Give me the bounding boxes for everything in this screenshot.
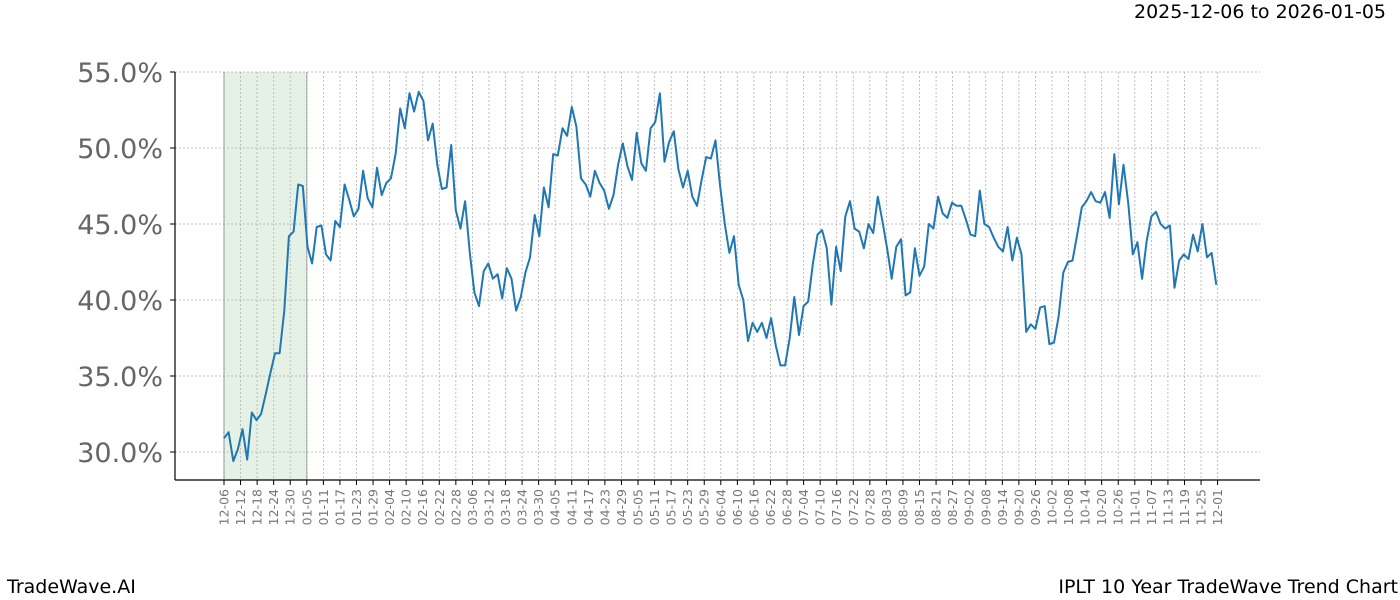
x-tick-label: 03-12 <box>481 489 496 525</box>
brand-label: TradeWave.AI <box>7 576 136 598</box>
x-tick-label: 10-08 <box>1061 489 1076 525</box>
y-tick-label: 55.0% <box>77 58 163 89</box>
trend-line <box>223 90 1218 463</box>
x-tick-label: 06-10 <box>730 489 745 525</box>
x-tick-label: 10-14 <box>1078 489 1093 525</box>
x-tick-label: 08-15 <box>912 489 927 525</box>
x-tick-label: 05-05 <box>631 489 646 525</box>
x-tick-label: 11-07 <box>1144 489 1159 525</box>
x-tick-label: 03-30 <box>531 489 546 525</box>
x-tick-label: 03-18 <box>498 489 513 525</box>
x-tick-label: 12-12 <box>233 489 248 525</box>
x-tick-label: 08-03 <box>879 489 894 525</box>
x-tick-label: 08-09 <box>895 489 910 525</box>
x-tick-label: 06-16 <box>746 489 761 525</box>
x-tick-label: 11-25 <box>1194 489 1209 525</box>
x-tick-label: 09-26 <box>1028 489 1043 525</box>
x-tick-label: 09-02 <box>962 489 977 525</box>
x-tick-label: 09-08 <box>978 489 993 525</box>
x-tick-label: 07-22 <box>846 489 861 525</box>
x-tick-label: 07-28 <box>862 489 877 525</box>
highlight-region <box>224 72 307 480</box>
x-tick-label: 02-22 <box>432 489 447 525</box>
x-tick-label: 05-17 <box>664 489 679 525</box>
x-tick-label: 02-04 <box>382 489 397 525</box>
x-tick-label: 11-13 <box>1160 489 1175 525</box>
x-tick-label: 01-29 <box>366 489 381 525</box>
x-tick-label: 01-17 <box>332 489 347 525</box>
x-tick-label: 08-21 <box>929 489 944 525</box>
x-tick-label: 03-24 <box>515 489 530 525</box>
x-tick-label: 07-04 <box>796 489 811 525</box>
y-tick-label: 35.0% <box>77 362 163 393</box>
y-tick-label: 40.0% <box>77 286 163 317</box>
x-tick-label: 12-24 <box>266 489 281 525</box>
x-tick-label: 04-23 <box>597 489 612 525</box>
x-tick-label: 02-16 <box>415 489 430 525</box>
x-tick-label: 12-01 <box>1210 489 1225 525</box>
x-tick-label: 06-28 <box>780 489 795 525</box>
y-tick-label: 45.0% <box>77 210 163 241</box>
x-tick-label: 04-11 <box>564 489 579 525</box>
y-tick-label: 30.0% <box>77 438 163 469</box>
x-tick-label: 09-14 <box>995 489 1010 525</box>
x-tick-label: 03-06 <box>465 489 480 525</box>
x-tick-label: 02-10 <box>399 489 414 525</box>
y-tick-label: 50.0% <box>77 134 163 165</box>
x-tick-label: 12-30 <box>283 489 298 525</box>
x-tick-label: 10-26 <box>1111 489 1126 525</box>
x-tick-label: 06-04 <box>713 489 728 525</box>
x-tick-label: 08-27 <box>945 489 960 525</box>
x-tick-label: 09-20 <box>1011 489 1026 525</box>
x-tick-label: 05-23 <box>680 489 695 525</box>
x-tick-label: 01-11 <box>316 489 331 525</box>
chart-title: IPLT 10 Year TradeWave Trend Chart <box>1058 576 1398 598</box>
x-tick-label: 05-29 <box>697 489 712 525</box>
x-tick-label: 07-10 <box>813 489 828 525</box>
x-tick-label: 07-16 <box>829 489 844 525</box>
horizontal-gridlines <box>175 71 1260 453</box>
date-range-label: 2025-12-06 to 2026-01-05 <box>1134 1 1386 23</box>
x-tick-label: 10-02 <box>1045 489 1060 525</box>
x-tick-label: 02-28 <box>448 489 463 525</box>
x-tick-label: 12-06 <box>217 489 232 525</box>
x-tick-label: 04-05 <box>548 489 563 525</box>
vertical-gridlines <box>223 72 1218 480</box>
x-tick-label: 04-29 <box>614 489 629 525</box>
x-tick-label: 04-17 <box>581 489 596 525</box>
x-tick-label: 11-01 <box>1127 489 1142 525</box>
y-tick-labels: 30.0% 35.0% 40.0% 45.0% 50.0% 55.0% <box>77 58 175 469</box>
x-tick-label: 01-05 <box>299 489 314 525</box>
x-tick-label: 11-19 <box>1177 489 1192 525</box>
x-tick-label: 12-18 <box>250 489 265 525</box>
highlight-edges <box>223 72 308 480</box>
x-tick-label: 06-22 <box>763 489 778 525</box>
x-tick-labels: 12-06 12-12 12-18 12-24 12-30 01-05 01-11 01-17… <box>217 480 1225 525</box>
x-tick-label: 10-20 <box>1094 489 1109 525</box>
x-tick-label: 05-11 <box>647 489 662 525</box>
x-tick-label: 01-23 <box>349 489 364 525</box>
